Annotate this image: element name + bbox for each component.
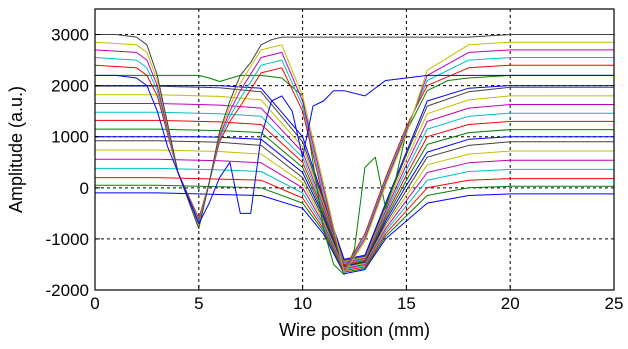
series-line	[95, 184, 614, 273]
series-line	[95, 85, 614, 260]
x-tick-label: 25	[605, 294, 624, 313]
plot-frame	[94, 8, 615, 291]
series-line	[95, 94, 614, 262]
y-tick-label: -1000	[46, 230, 89, 249]
x-tick-label: 20	[501, 294, 520, 313]
y-axis-title: Amplitude (a.u.)	[6, 86, 26, 213]
y-tick-label: 1000	[51, 128, 89, 147]
series-line	[95, 74, 614, 225]
series-line	[95, 85, 614, 261]
series-line	[95, 158, 614, 269]
x-tick-label: 10	[293, 294, 312, 313]
series-line	[95, 103, 614, 263]
series-line	[95, 192, 614, 275]
x-axis-title: Wire position (mm)	[279, 320, 430, 340]
series-line	[95, 111, 614, 264]
x-tick-label: 5	[194, 294, 203, 313]
series-line	[95, 74, 614, 276]
y-tick-label: 0	[80, 179, 89, 198]
axis-ticks: 0 5 10 15 20 25 -2000 -1000 0 1000 2000 3000	[46, 26, 624, 313]
series-line	[94, 41, 614, 274]
series-line	[95, 34, 614, 230]
series-line	[95, 136, 614, 267]
series-line	[95, 128, 614, 266]
series-line	[95, 119, 614, 265]
series-line	[95, 149, 614, 268]
y-tick-label: 2000	[51, 77, 89, 96]
x-tick-label: 15	[397, 294, 416, 313]
x-tick-label: 0	[90, 294, 99, 313]
series-lines	[94, 34, 614, 276]
y-tick-label: -2000	[46, 281, 89, 300]
y-tick-label: 3000	[51, 26, 89, 45]
